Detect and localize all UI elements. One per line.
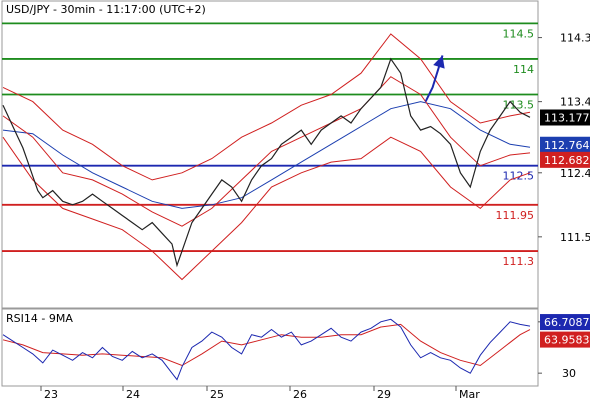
time-tick-label-4: 29 [377,388,391,400]
rsi-axis-tags: 66.7087 63.9583 [540,314,590,348]
bollinger-lower-line [2,136,531,281]
time-tick-label-1: 24 [126,388,140,400]
rsi-value-tag-box [540,314,590,331]
current-price-tag-text: 113.177 [544,111,590,124]
price-tick-label-0: 114.3 [560,32,590,45]
level-label-1: 114 [513,63,534,76]
price-tick-label-3: 111.5 [560,231,590,244]
moving-averages [2,76,531,227]
ma-red-tag-text: 112.682 [544,154,590,167]
forecast-arrow [424,55,445,103]
ma-red-line [2,76,531,227]
ma-red-tag-box [540,151,590,168]
current-price-tag-box [540,109,590,126]
level-label-3: 112.5 [503,170,535,183]
forecast-arrowhead [433,55,445,69]
time-tick-label-3: 26 [293,388,307,400]
rsi-title: RSI14 - 9MA [6,312,73,325]
price-axis-ticks: 114.3 113.4 112.4 111.5 [538,32,590,244]
ma-blue-tag-text: 112.764 [544,139,590,152]
chart-title: USD/JPY - 30min - 11:17:00 (UTC+2) [6,3,206,16]
price-series [2,57,531,268]
ma-blue-tag-box [540,136,590,153]
rsi-ma-value-tag-text: 63.9583 [544,334,590,347]
time-tick-label-0: 23 [44,388,58,400]
level-label-5: 111.3 [503,255,535,268]
rsi-line [2,318,531,381]
level-label-0: 114.5 [503,27,535,40]
time-tick-label-5: Mar [459,388,480,400]
price-tick-label-2: 112.4 [560,167,590,180]
level-label-4: 111.95 [496,209,535,222]
time-axis-ticks: 23 24 25 26 29 Mar [40,386,480,400]
bollinger-bands [2,33,531,281]
price-axis-tags: 113.177 112.764 112.682 [540,109,590,168]
rsi-ma-value-tag-box [540,331,590,348]
bollinger-upper-line [2,33,531,181]
price-tick-label-1: 113.4 [560,96,590,109]
ma-blue-line [2,101,531,209]
price-line [2,57,531,268]
rsi-ma-line [2,323,531,367]
time-tick-label-2: 25 [210,388,224,400]
rsi-tick-label-1: 30 [562,367,576,380]
rsi-value-tag-text: 66.7087 [544,316,590,329]
rsi-lines [2,318,531,381]
